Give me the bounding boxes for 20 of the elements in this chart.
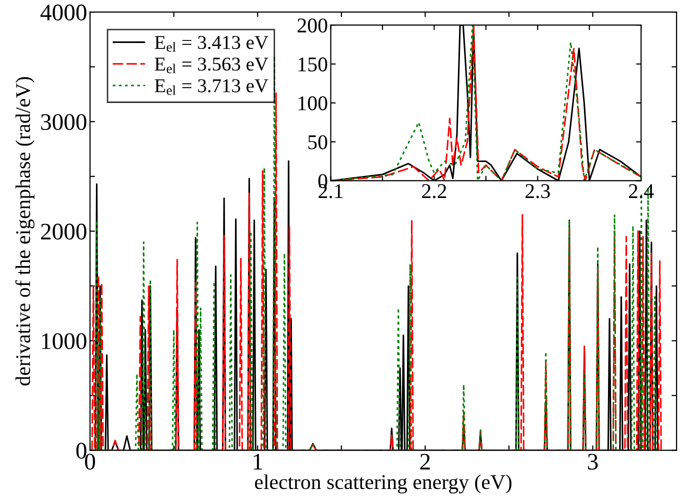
x-tick-label: 1 xyxy=(254,454,262,470)
y-tick-label: 4000 xyxy=(40,4,86,20)
x-tick-label: 2.3 xyxy=(526,184,550,198)
x-tick-label: 2.4 xyxy=(628,184,654,198)
x-axis-title: electron scattering energy (eV) xyxy=(255,474,512,494)
y-axis-title: derivative of the eigenphase (rad/eV) xyxy=(15,77,34,386)
y-tick-label: 100 xyxy=(298,96,328,110)
y-tick-label: 1000 xyxy=(42,333,86,350)
legend-label: E$_{el}$ = 3.413 eV xyxy=(154,36,268,52)
x-tick-label: 3 xyxy=(588,454,598,470)
y-tick-label: 2000 xyxy=(41,224,86,240)
y-tick-label: 50 xyxy=(308,135,328,150)
legend-label: E$_{el}$ = 3.713 eV xyxy=(154,79,268,95)
y-tick-label: 0 xyxy=(76,442,86,459)
y-tick-label: 150 xyxy=(298,57,328,72)
x-tick-label: 2.2 xyxy=(422,184,446,198)
legend-label: E$_{el}$ = 3.563 eV xyxy=(154,58,268,74)
y-tick-label: 3000 xyxy=(41,114,86,130)
x-tick-label: 2 xyxy=(420,454,430,470)
y-tick-label: 200 xyxy=(298,18,328,33)
